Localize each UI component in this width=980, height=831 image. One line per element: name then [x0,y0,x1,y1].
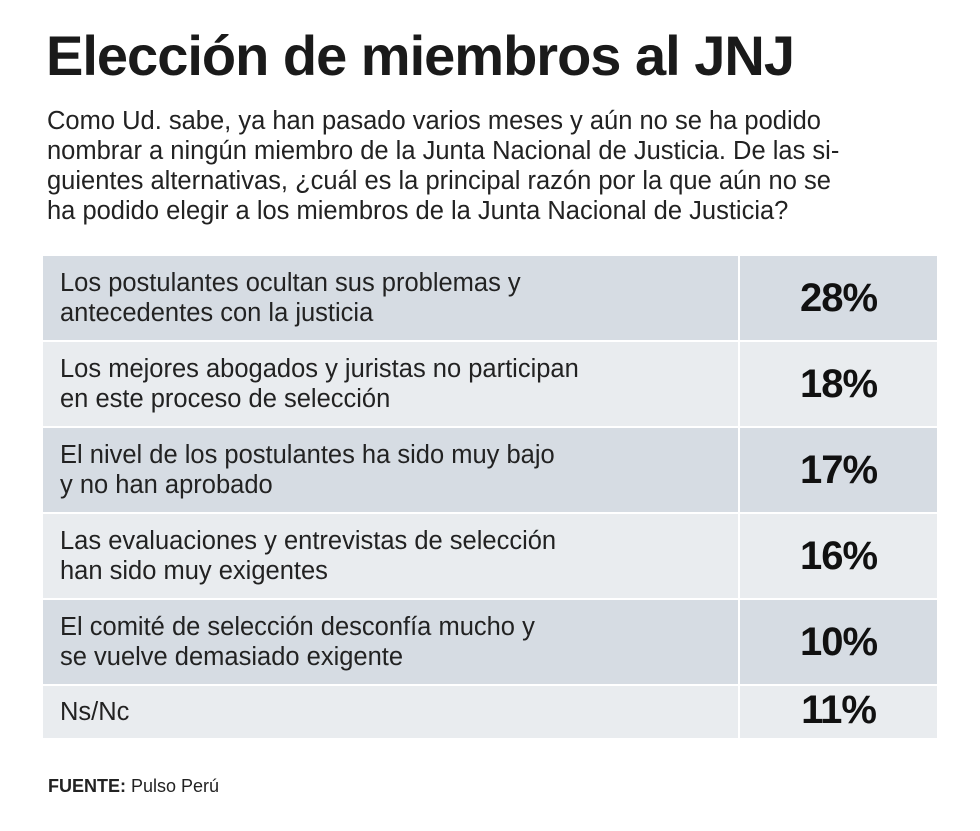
row-label-line: han sido muy exigentes [60,557,328,585]
row-label: Los mejores abogados y juristas no parti… [43,342,740,426]
row-label: Ns/Nc [43,686,740,738]
source-note: FUENTE: Pulso Perú [48,776,219,797]
row-value: 16% [799,533,878,578]
row-label-line: Ns/Nc [60,698,130,726]
row-label-line: Los mejores abogados y juristas no parti… [60,355,579,383]
row-label: El nivel de los postulantes ha sido muy … [43,428,740,512]
row-label-line: Los postulantes ocultan sus problemas y [60,269,521,297]
row-value: 17% [799,447,878,492]
row-value: 10% [799,619,878,664]
row-label-line: El comité de selección desconfía mucho y [60,613,535,641]
page-title: Elección de miembros al JNJ [46,24,795,87]
question-line: Como Ud. sabe, ya han pasado varios mese… [47,107,821,135]
row-label-line: se vuelve demasiado exigente [60,643,404,671]
table-row: Los mejores abogados y juristas no parti… [43,342,937,428]
question-line: nombrar a ningún miembro de la Junta Nac… [47,137,840,165]
row-label: Las evaluaciones y entrevistas de selecc… [43,514,740,598]
survey-question: Como Ud. sabe, ya han pasado varios mese… [47,106,942,226]
row-value: 28% [799,275,878,320]
table-row: El comité de selección desconfía mucho y… [43,600,937,686]
row-value: 18% [799,361,878,406]
table-row: Ns/Nc 11% [43,686,937,740]
table-row: Las evaluaciones y entrevistas de selecc… [43,514,937,600]
source-text: Pulso Perú [131,776,220,796]
row-label-line: Las evaluaciones y entrevistas de selecc… [60,527,557,555]
question-line: guientes alternativas, ¿cuál es la princ… [47,167,831,195]
row-label: El comité de selección desconfía mucho y… [43,600,740,684]
source-label: FUENTE: [48,776,126,796]
table-row: El nivel de los postulantes ha sido muy … [43,428,937,514]
row-label-line: antecedentes con la justicia [60,299,374,327]
row-label-line: y no han aprobado [60,471,273,499]
row-label-line: El nivel de los postulantes ha sido muy … [60,441,555,469]
row-value: 11% [801,688,877,732]
row-label-line: en este proceso de selección [60,385,391,413]
question-line: ha podido elegir a los miembros de la Ju… [47,197,789,225]
